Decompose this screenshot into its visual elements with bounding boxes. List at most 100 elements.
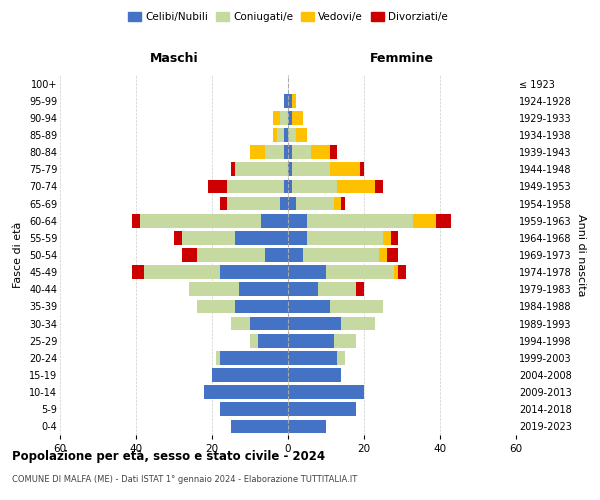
Bar bbox=[265, 248, 288, 262]
Bar bbox=[387, 248, 398, 262]
Bar bbox=[288, 351, 337, 364]
Bar bbox=[231, 420, 288, 434]
Bar bbox=[288, 368, 341, 382]
Bar bbox=[436, 214, 451, 228]
Bar bbox=[208, 180, 227, 194]
Bar bbox=[212, 368, 288, 382]
Bar bbox=[292, 180, 337, 194]
Bar bbox=[288, 128, 296, 142]
Bar bbox=[288, 196, 296, 210]
Bar bbox=[288, 111, 292, 124]
Bar bbox=[296, 196, 334, 210]
Bar bbox=[288, 214, 307, 228]
Text: Popolazione per età, sesso e stato civile - 2024: Popolazione per età, sesso e stato civil… bbox=[12, 450, 325, 463]
Bar bbox=[280, 196, 288, 210]
Bar bbox=[220, 266, 288, 279]
Bar bbox=[391, 231, 398, 244]
Bar bbox=[341, 196, 345, 210]
Bar bbox=[227, 196, 280, 210]
Bar bbox=[288, 386, 364, 399]
Bar bbox=[311, 146, 330, 159]
Bar bbox=[132, 214, 140, 228]
Bar bbox=[307, 231, 383, 244]
Bar bbox=[220, 196, 227, 210]
Bar bbox=[273, 128, 277, 142]
Bar bbox=[182, 231, 235, 244]
Bar bbox=[376, 180, 383, 194]
Bar bbox=[277, 128, 284, 142]
Bar bbox=[231, 162, 235, 176]
Bar bbox=[334, 196, 341, 210]
Bar bbox=[235, 162, 288, 176]
Bar bbox=[288, 248, 303, 262]
Bar bbox=[288, 300, 330, 314]
Bar bbox=[337, 351, 345, 364]
Bar bbox=[262, 214, 288, 228]
Bar bbox=[235, 300, 288, 314]
Bar bbox=[334, 334, 356, 347]
Bar bbox=[326, 266, 394, 279]
Bar bbox=[341, 316, 376, 330]
Bar bbox=[288, 316, 341, 330]
Y-axis label: Anni di nascita: Anni di nascita bbox=[575, 214, 586, 296]
Bar bbox=[273, 111, 280, 124]
Bar bbox=[394, 266, 398, 279]
Bar bbox=[227, 180, 284, 194]
Bar bbox=[288, 402, 356, 416]
Bar bbox=[143, 266, 220, 279]
Legend: Celibi/Nubili, Coniugati/e, Vedovi/e, Divorziati/e: Celibi/Nubili, Coniugati/e, Vedovi/e, Di… bbox=[124, 8, 452, 26]
Bar bbox=[288, 334, 334, 347]
Bar bbox=[330, 146, 337, 159]
Bar bbox=[284, 128, 288, 142]
Bar bbox=[189, 282, 239, 296]
Bar bbox=[356, 282, 364, 296]
Bar bbox=[284, 94, 288, 108]
Bar bbox=[379, 248, 387, 262]
Bar bbox=[292, 146, 311, 159]
Bar bbox=[288, 162, 292, 176]
Bar bbox=[288, 231, 307, 244]
Bar bbox=[319, 282, 356, 296]
Bar bbox=[182, 248, 197, 262]
Bar bbox=[292, 94, 296, 108]
Bar bbox=[284, 180, 288, 194]
Bar bbox=[250, 316, 288, 330]
Text: Maschi: Maschi bbox=[149, 52, 199, 64]
Bar bbox=[288, 146, 292, 159]
Bar bbox=[288, 94, 292, 108]
Bar bbox=[231, 316, 250, 330]
Bar bbox=[398, 266, 406, 279]
Bar bbox=[235, 231, 288, 244]
Bar bbox=[330, 300, 383, 314]
Bar bbox=[257, 334, 288, 347]
Bar bbox=[284, 146, 288, 159]
Bar bbox=[132, 266, 143, 279]
Bar bbox=[280, 111, 288, 124]
Bar bbox=[288, 180, 292, 194]
Bar bbox=[239, 282, 288, 296]
Bar bbox=[307, 214, 413, 228]
Bar bbox=[292, 162, 330, 176]
Bar bbox=[197, 248, 265, 262]
Bar bbox=[216, 351, 220, 364]
Bar bbox=[337, 180, 376, 194]
Bar bbox=[303, 248, 379, 262]
Bar bbox=[288, 282, 319, 296]
Bar bbox=[360, 162, 364, 176]
Bar bbox=[250, 146, 265, 159]
Bar bbox=[205, 386, 288, 399]
Bar bbox=[140, 214, 262, 228]
Bar bbox=[220, 351, 288, 364]
Bar bbox=[288, 420, 326, 434]
Bar bbox=[197, 300, 235, 314]
Bar bbox=[220, 402, 288, 416]
Bar bbox=[330, 162, 360, 176]
Bar bbox=[292, 111, 303, 124]
Bar bbox=[296, 128, 307, 142]
Bar bbox=[250, 334, 257, 347]
Text: Femmine: Femmine bbox=[370, 52, 434, 64]
Text: COMUNE DI MALFA (ME) - Dati ISTAT 1° gennaio 2024 - Elaborazione TUTTITALIA.IT: COMUNE DI MALFA (ME) - Dati ISTAT 1° gen… bbox=[12, 475, 357, 484]
Y-axis label: Fasce di età: Fasce di età bbox=[13, 222, 23, 288]
Bar bbox=[288, 266, 326, 279]
Bar bbox=[174, 231, 182, 244]
